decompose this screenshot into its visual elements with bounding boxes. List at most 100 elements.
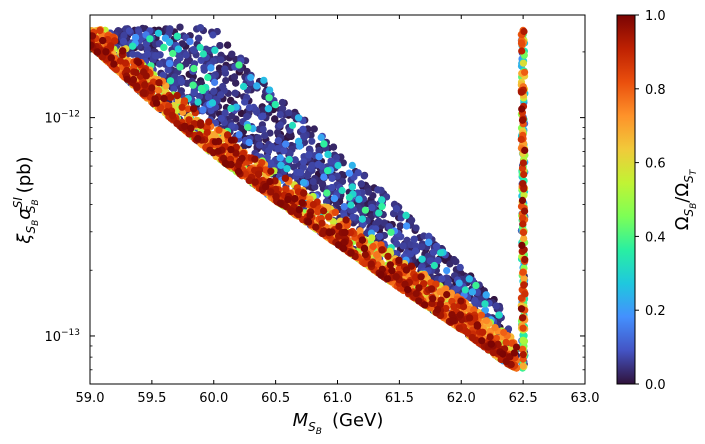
data-point xyxy=(294,114,303,122)
data-point xyxy=(403,222,411,230)
data-point xyxy=(155,87,163,95)
data-point xyxy=(376,232,384,240)
data-point xyxy=(247,73,255,82)
data-point xyxy=(318,180,326,188)
data-point xyxy=(186,38,194,46)
data-point xyxy=(200,64,208,72)
data-point xyxy=(443,267,451,275)
data-point xyxy=(174,45,182,53)
data-point xyxy=(463,329,472,337)
data-point xyxy=(521,68,529,76)
data-point xyxy=(324,150,332,158)
data-point xyxy=(290,163,298,171)
data-point xyxy=(176,23,184,31)
data-point xyxy=(471,296,479,304)
data-point xyxy=(320,173,328,181)
data-point xyxy=(300,158,308,166)
data-point xyxy=(518,47,526,55)
data-point xyxy=(442,304,450,313)
data-point xyxy=(156,60,164,68)
data-point xyxy=(285,109,293,117)
data-point xyxy=(315,153,323,161)
data-point xyxy=(133,51,142,59)
data-point xyxy=(263,153,271,161)
data-point xyxy=(207,64,215,72)
data-point xyxy=(276,154,284,162)
data-point xyxy=(222,77,230,85)
data-point xyxy=(442,285,450,293)
data-point xyxy=(190,64,198,73)
data-point xyxy=(204,73,212,82)
data-point xyxy=(348,161,356,169)
data-point xyxy=(334,161,342,170)
data-point xyxy=(194,98,202,106)
data-point xyxy=(160,43,168,52)
data-point xyxy=(378,196,386,204)
data-point xyxy=(253,82,261,90)
data-point xyxy=(426,257,434,265)
data-point xyxy=(320,140,328,148)
data-point xyxy=(418,255,426,263)
data-point xyxy=(338,186,346,195)
data-point xyxy=(283,165,291,173)
data-point xyxy=(185,116,193,124)
data-point xyxy=(412,224,420,232)
data-point xyxy=(502,338,510,347)
data-point xyxy=(332,200,340,208)
data-point xyxy=(354,169,362,177)
data-point xyxy=(152,52,160,60)
data-point xyxy=(328,184,336,192)
data-point xyxy=(203,128,211,136)
data-point xyxy=(357,180,365,188)
data-point xyxy=(461,286,469,294)
data-point xyxy=(245,103,253,112)
data-point xyxy=(518,345,527,353)
data-point xyxy=(242,170,250,178)
data-point xyxy=(339,159,347,167)
data-point xyxy=(327,157,335,165)
data-point xyxy=(274,137,282,145)
data-point xyxy=(519,362,527,370)
data-point xyxy=(299,125,307,133)
data-point xyxy=(180,97,189,105)
data-point xyxy=(368,203,376,212)
data-point xyxy=(165,59,174,67)
data-point xyxy=(111,37,119,45)
data-point xyxy=(309,178,317,186)
data-point xyxy=(519,324,527,332)
data-point xyxy=(259,106,267,114)
data-point xyxy=(482,317,490,325)
data-point xyxy=(455,279,463,287)
data-point xyxy=(264,105,272,113)
data-point xyxy=(237,123,245,131)
data-point xyxy=(268,143,276,151)
data-point xyxy=(375,209,383,217)
data-point xyxy=(425,232,433,240)
data-point xyxy=(300,132,308,140)
data-point xyxy=(116,57,124,65)
data-point xyxy=(208,99,217,107)
data-point xyxy=(217,56,225,64)
data-point xyxy=(328,174,336,182)
data-point xyxy=(465,275,473,283)
data-point xyxy=(437,249,445,257)
data-point xyxy=(436,288,444,296)
data-point xyxy=(224,41,232,49)
data-point xyxy=(482,291,490,299)
data-point xyxy=(519,228,528,237)
data-point xyxy=(412,273,420,281)
data-point xyxy=(125,27,133,35)
data-point xyxy=(308,137,316,145)
data-point xyxy=(173,32,181,40)
data-point xyxy=(430,261,438,270)
data-point xyxy=(364,188,372,196)
data-point xyxy=(305,151,313,159)
data-point xyxy=(360,172,368,180)
data-point xyxy=(146,35,154,43)
data-point xyxy=(232,79,240,87)
data-point xyxy=(425,238,433,246)
data-point xyxy=(282,185,290,193)
data-point xyxy=(184,105,193,113)
data-point xyxy=(355,195,363,203)
data-point xyxy=(190,89,198,97)
